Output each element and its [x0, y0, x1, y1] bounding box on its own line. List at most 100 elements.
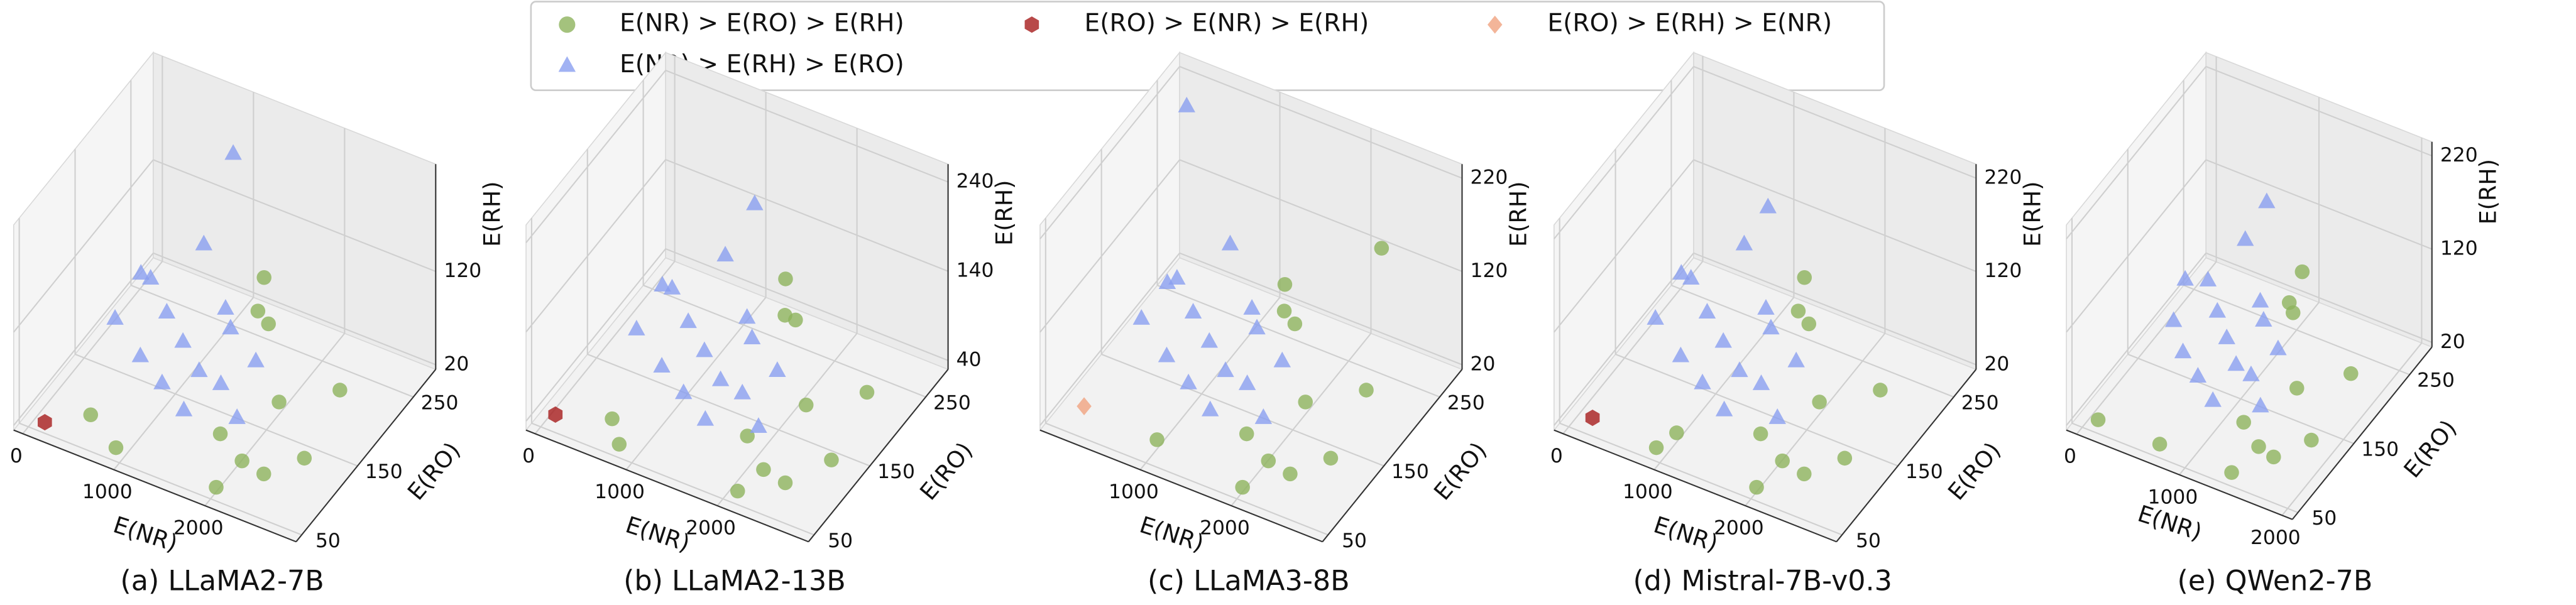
back-pane — [1693, 52, 1977, 371]
grid-line — [1615, 353, 1899, 467]
grid-line — [1179, 65, 1462, 179]
grid-line — [1230, 332, 1372, 506]
point — [212, 426, 228, 442]
grid-line — [2205, 65, 2433, 157]
x-axis — [13, 429, 297, 543]
z-axis-label: E(RH) — [2475, 159, 2502, 225]
point — [1735, 234, 1753, 251]
point — [1752, 374, 1770, 390]
point — [2294, 264, 2310, 280]
grid-line — [1039, 159, 1180, 333]
point — [746, 194, 764, 210]
subplot: 0100020005015025020120220E(NR)E(RO)E(RH)… — [2064, 51, 2502, 597]
z-tick-label: 20 — [1984, 353, 2009, 376]
point — [2236, 415, 2251, 430]
point — [1273, 351, 1291, 368]
point — [2255, 311, 2272, 327]
y-axis-label: E(RO) — [914, 437, 978, 506]
z-axis-label: E(RH) — [478, 181, 505, 247]
grid-line — [525, 70, 666, 244]
x-axis-label: E(NR) — [1650, 511, 1721, 557]
grid-line — [130, 285, 414, 398]
subplot: 0100020005015025020120220E(NR)E(RO)E(RH)… — [1550, 51, 2046, 597]
point — [1248, 319, 1266, 335]
grid-line — [2127, 353, 2354, 445]
subplot-caption: (a) LLaMA2-7B — [120, 565, 324, 597]
point — [1149, 432, 1165, 447]
point — [654, 276, 671, 292]
point — [733, 383, 751, 400]
x-axis — [1039, 429, 1323, 543]
point — [190, 361, 208, 378]
grid-line — [1554, 253, 1694, 426]
grid-line — [153, 159, 436, 273]
point — [1787, 351, 1805, 368]
point — [297, 450, 312, 466]
point — [174, 332, 192, 348]
point — [756, 462, 771, 477]
point — [2174, 342, 2192, 359]
point — [1158, 346, 1176, 362]
point — [1254, 408, 1273, 424]
point — [2204, 391, 2222, 407]
x-tick-label: 1000 — [82, 481, 133, 503]
subplot: 0 1000 2000 50 150 250 40 140 240 E(NR) E(RO) E(RH)… — [522, 51, 1018, 597]
subplot-caption: (c) LLaMA3-8B — [1148, 565, 1350, 597]
point — [824, 452, 839, 467]
y-axis-label: E(RO) — [1428, 437, 1492, 506]
grid-line — [75, 353, 358, 467]
z-tick-label: 120 — [1984, 259, 2022, 282]
point — [1287, 316, 1303, 332]
x-axis-label: E(NR) — [110, 511, 181, 557]
y-axis — [808, 369, 949, 542]
grid-line — [1562, 261, 1704, 435]
point — [2199, 271, 2217, 286]
point — [2304, 432, 2319, 448]
point — [1221, 234, 1239, 251]
point — [1715, 400, 1733, 417]
grid-line — [534, 261, 676, 435]
point — [2152, 437, 2168, 452]
x-tick-label: 2000 — [686, 517, 736, 540]
point — [1283, 466, 1298, 482]
grid-line — [665, 248, 948, 361]
point — [2227, 355, 2245, 371]
point — [777, 475, 793, 491]
z-tick-label: 120 — [444, 259, 481, 282]
point — [332, 383, 348, 398]
point — [175, 400, 193, 417]
y-tick-label: 150 — [1391, 461, 1429, 483]
grid-line — [2066, 66, 2207, 239]
grid-line — [1693, 252, 1976, 366]
y-tick-label: 150 — [2361, 439, 2399, 461]
grid-line — [1157, 285, 1440, 398]
y-tick-label: 150 — [365, 461, 403, 483]
z-tick-label: 220 — [1471, 166, 1508, 189]
point — [2189, 367, 2207, 383]
point — [1132, 309, 1150, 325]
point — [234, 453, 249, 469]
y-axis — [295, 369, 437, 542]
x-tick-label: 2000 — [1714, 517, 1764, 540]
z-tick-label: 20 — [1471, 353, 1496, 376]
point — [1243, 299, 1261, 315]
y-axis-label: E(RO) — [402, 437, 466, 506]
point — [158, 303, 176, 319]
y-tick-label: 50 — [1342, 530, 1367, 552]
point — [1801, 316, 1817, 332]
y-tick-label: 250 — [1961, 391, 1999, 414]
point — [2251, 292, 2269, 308]
point — [788, 312, 803, 328]
grid-line — [587, 353, 870, 467]
point — [1180, 373, 1197, 390]
x-tick-label: 2000 — [2250, 526, 2301, 549]
point — [256, 466, 271, 482]
z-tick-label: 140 — [956, 259, 994, 282]
x-axis-label: E(NR) — [1136, 511, 1207, 557]
point — [1201, 400, 1219, 417]
grid-line — [643, 285, 926, 398]
grid-line — [531, 422, 814, 536]
subplot-caption: (b) LLaMA2-13B — [623, 565, 846, 597]
legend-marker — [559, 16, 576, 33]
